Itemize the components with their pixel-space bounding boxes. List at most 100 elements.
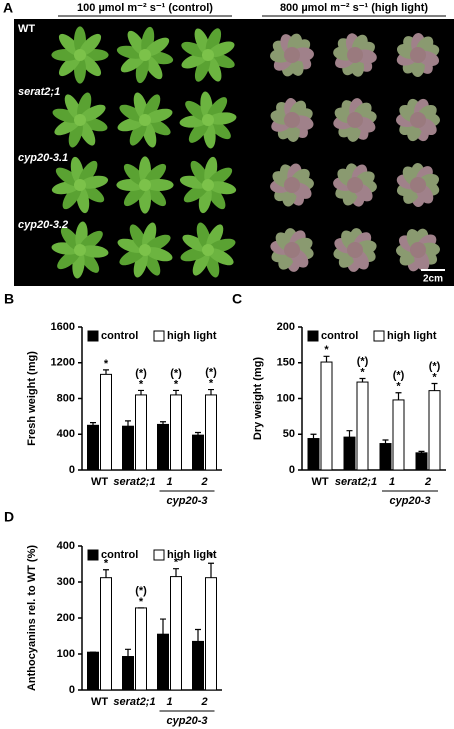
rosette-center xyxy=(202,114,214,126)
error-bar xyxy=(125,648,131,657)
x-tick-label: 1 xyxy=(166,696,172,708)
y-axis-label: Anthocyanins rel. to WT (%) xyxy=(26,545,38,691)
leaf xyxy=(55,167,81,187)
y-tick-label: 1600 xyxy=(51,321,75,333)
rosette-center xyxy=(202,244,214,256)
legend-swatch xyxy=(87,330,99,342)
bar xyxy=(157,423,169,471)
y-tick-label: 400 xyxy=(57,428,75,440)
leaf xyxy=(144,108,173,123)
rosette-center xyxy=(410,112,426,128)
y-tick-label: 50 xyxy=(283,428,295,440)
legend-label: control xyxy=(321,330,358,342)
error-bar xyxy=(418,450,425,453)
bar xyxy=(379,443,392,471)
bar xyxy=(122,425,134,471)
significance: * xyxy=(174,557,179,569)
leaf xyxy=(143,94,161,121)
header: 800 µmol m⁻² s⁻¹ (high light) xyxy=(280,2,428,14)
scale-label: 2cm xyxy=(423,274,443,285)
rosette-center xyxy=(410,242,426,258)
x-tick-label: 1 xyxy=(389,476,395,488)
significance: (*) xyxy=(135,367,147,379)
header: 100 µmol m⁻² s⁻¹ (control) xyxy=(77,2,213,14)
leaf xyxy=(207,248,234,266)
leaf xyxy=(207,112,237,125)
rosette-center xyxy=(284,242,300,258)
leaf xyxy=(206,97,228,121)
bar xyxy=(87,651,99,691)
rosette-center xyxy=(139,244,151,256)
x-tick-label: 2 xyxy=(424,476,431,488)
error-bar xyxy=(90,422,96,426)
leaf xyxy=(79,54,102,77)
legend-label: high light xyxy=(167,330,217,342)
significance: * xyxy=(139,596,144,608)
rosette-center xyxy=(202,49,214,61)
y-tick-label: 300 xyxy=(57,576,75,588)
error-bar xyxy=(359,377,366,383)
error-bar xyxy=(431,382,438,391)
leaf xyxy=(144,37,170,57)
legend-swatch xyxy=(373,330,385,342)
group-label: cyp20-3 xyxy=(390,495,431,507)
y-tick-label: 0 xyxy=(69,684,75,696)
panel-label: B xyxy=(4,291,14,307)
rosette-center xyxy=(139,179,151,191)
significance: * xyxy=(324,344,329,356)
bar xyxy=(122,656,134,691)
error-bar xyxy=(382,439,389,444)
leaf xyxy=(192,249,210,276)
x-tick-label: WT xyxy=(91,476,108,488)
bar xyxy=(170,576,182,691)
legend-label: control xyxy=(101,330,138,342)
error-bar xyxy=(138,389,144,395)
x-tick-label: 2 xyxy=(200,696,207,708)
bar xyxy=(87,424,99,471)
significance: * xyxy=(209,377,214,389)
leaf xyxy=(144,163,167,186)
bar xyxy=(415,452,428,471)
x-tick-label: 1 xyxy=(166,476,172,488)
y-tick-label: 150 xyxy=(277,357,295,369)
bar xyxy=(192,640,204,691)
error-bar xyxy=(103,569,109,578)
bar xyxy=(307,438,320,471)
legend-label: high light xyxy=(167,549,217,561)
bar xyxy=(135,394,147,471)
leaf xyxy=(79,33,102,56)
significance: * xyxy=(174,378,179,390)
significance: * xyxy=(360,366,365,378)
leaf xyxy=(207,181,237,195)
x-tick-label: serat2;1 xyxy=(113,476,155,488)
bar xyxy=(205,394,217,471)
leaf xyxy=(188,119,210,143)
significance: * xyxy=(432,371,437,383)
y-axis-label: Fresh weight (mg) xyxy=(26,351,38,446)
bar xyxy=(343,436,356,471)
error-bar xyxy=(208,562,214,578)
y-tick-label: 0 xyxy=(69,464,75,476)
leaf xyxy=(78,160,98,186)
group-label: cyp20-3 xyxy=(167,715,208,727)
error-bar xyxy=(395,392,402,400)
panel-label: D xyxy=(4,509,14,525)
bar xyxy=(205,577,217,691)
y-tick-label: 1200 xyxy=(51,357,75,369)
bar xyxy=(320,361,333,471)
rosette-center xyxy=(347,242,363,258)
error-bar xyxy=(346,430,353,438)
y-tick-label: 100 xyxy=(57,648,75,660)
rosette-center xyxy=(74,114,86,126)
x-tick-label: WT xyxy=(311,476,328,488)
leaf xyxy=(58,33,81,56)
significance: * xyxy=(104,558,109,570)
significance: (*) xyxy=(357,355,369,367)
rosette-center xyxy=(347,112,363,128)
error-bar xyxy=(310,433,317,439)
leaf xyxy=(194,54,211,82)
leaf xyxy=(144,184,167,207)
bar xyxy=(135,607,147,691)
significance: (*) xyxy=(135,585,147,597)
leaf xyxy=(119,104,146,122)
